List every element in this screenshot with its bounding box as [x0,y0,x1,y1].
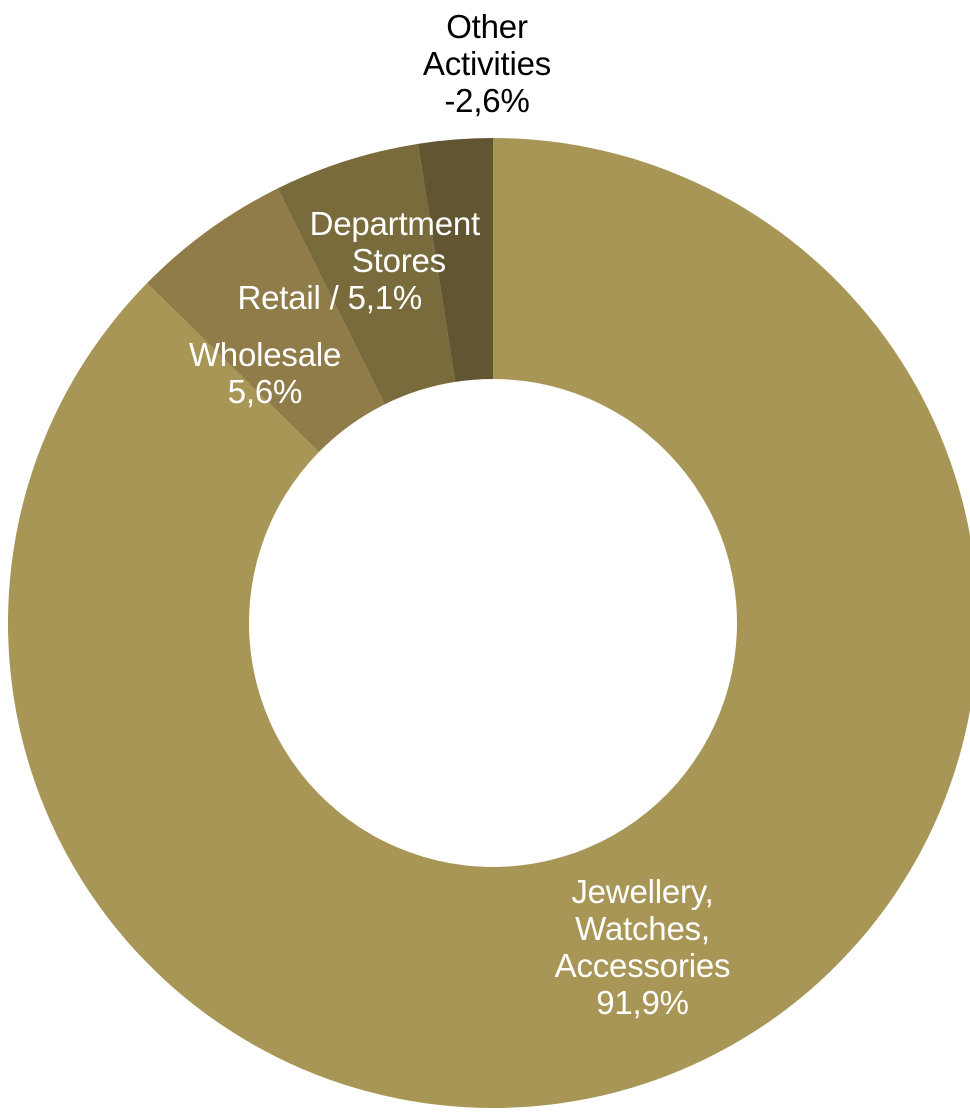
label-jewellery-line-1: Jewellery, [571,873,714,910]
label-jewellery-line-3: Accessories [554,947,731,984]
label-wholesale: Wholesale 5,6% [160,336,370,410]
label-other-line-1: Other [446,8,528,45]
label-jewellery-value: 91,9% [596,984,689,1021]
slices-group [8,138,970,1108]
slice-retail-department-stores [277,143,456,405]
slice-jewellery [8,138,970,1108]
label-other-activities: Other Activities -2,6% [372,8,602,119]
label-jewellery-line-2: Watches, [575,910,710,947]
label-retail-department-stores: Department Stores Retail / 5,1% [190,205,481,316]
slice-other-activities [417,138,493,382]
label-jewellery: Jewellery, Watches, Accessories 91,9% [520,873,765,1021]
label-wholesale-value: 5,6% [227,373,303,410]
label-retail-line-1: Department [309,205,481,242]
label-retail-line-2: Stores [351,242,446,279]
slice-wholesale [146,188,385,453]
label-other-line-2: Activities [422,45,552,82]
label-other-value: -2,6% [444,82,530,119]
label-wholesale-name: Wholesale [188,336,342,373]
label-retail-line-3: Retail / 5,1% [237,279,423,316]
